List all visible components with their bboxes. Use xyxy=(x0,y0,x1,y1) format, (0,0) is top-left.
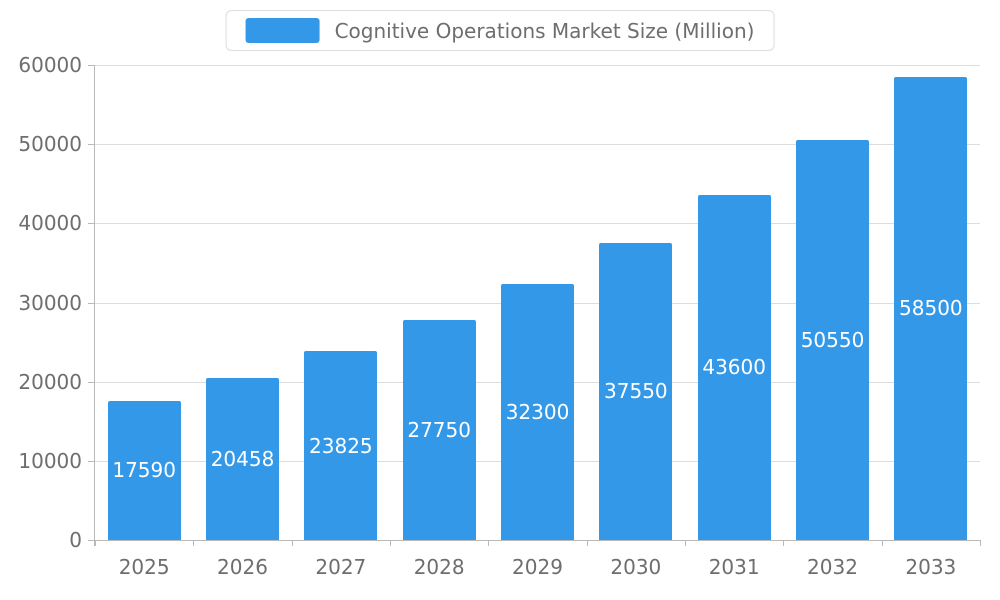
x-axis-label: 2032 xyxy=(807,555,858,579)
y-axis-tick xyxy=(88,540,94,541)
y-axis-label: 20000 xyxy=(18,369,82,394)
legend-label: Cognitive Operations Market Size (Millio… xyxy=(334,18,755,43)
y-axis-label: 40000 xyxy=(18,211,82,236)
x-axis-tick xyxy=(95,540,96,546)
bar[interactable] xyxy=(501,284,574,540)
bar[interactable] xyxy=(894,76,968,540)
x-axis-tick xyxy=(291,540,293,546)
plot-area: 0 10000 20000 30000 40000 50000 60000 17590 2025… xyxy=(18,53,981,579)
y-axis-tick xyxy=(88,65,94,66)
y-axis-tick xyxy=(88,460,94,462)
y-axis-tick xyxy=(88,381,94,383)
y-axis-label: 0 xyxy=(69,528,82,552)
x-axis-label: 2029 xyxy=(512,555,563,579)
bar[interactable] xyxy=(402,320,476,540)
bar[interactable] xyxy=(697,194,771,540)
gridline xyxy=(95,144,980,146)
bar[interactable] xyxy=(599,242,673,540)
bar[interactable] xyxy=(107,400,181,540)
legend[interactable]: Cognitive Operations Market Size (Millio… xyxy=(225,10,775,51)
bar[interactable] xyxy=(796,139,869,540)
x-axis-label: 2028 xyxy=(413,555,465,579)
gridline xyxy=(95,65,980,66)
x-axis-label: 2033 xyxy=(905,555,957,579)
y-axis-label: 60000 xyxy=(18,53,82,77)
y-axis-line xyxy=(94,65,95,546)
y-axis-label: 50000 xyxy=(18,132,82,157)
x-axis-line xyxy=(95,540,980,541)
x-axis-tick xyxy=(783,540,785,546)
x-axis-tick xyxy=(586,540,588,546)
x-axis-tick xyxy=(390,540,391,546)
x-axis-tick xyxy=(980,540,981,546)
x-axis-tick xyxy=(881,540,883,546)
y-axis-tick xyxy=(88,144,94,146)
x-axis-label: 2026 xyxy=(217,555,268,579)
y-axis-tick xyxy=(88,223,94,225)
x-axis-tick xyxy=(685,540,686,546)
x-axis-label: 2027 xyxy=(315,555,367,579)
gridline xyxy=(95,223,980,225)
y-axis-label: 30000 xyxy=(18,290,82,315)
x-axis-label: 2025 xyxy=(118,555,170,579)
x-axis-tick xyxy=(193,540,195,546)
x-axis-label: 2031 xyxy=(708,555,760,579)
x-axis-label: 2030 xyxy=(610,555,662,579)
bar[interactable] xyxy=(304,351,378,540)
y-axis-tick xyxy=(88,302,94,304)
bar[interactable] xyxy=(206,378,279,540)
legend-swatch xyxy=(245,18,320,43)
y-axis-label: 10000 xyxy=(18,448,82,473)
x-axis-tick xyxy=(488,540,490,546)
